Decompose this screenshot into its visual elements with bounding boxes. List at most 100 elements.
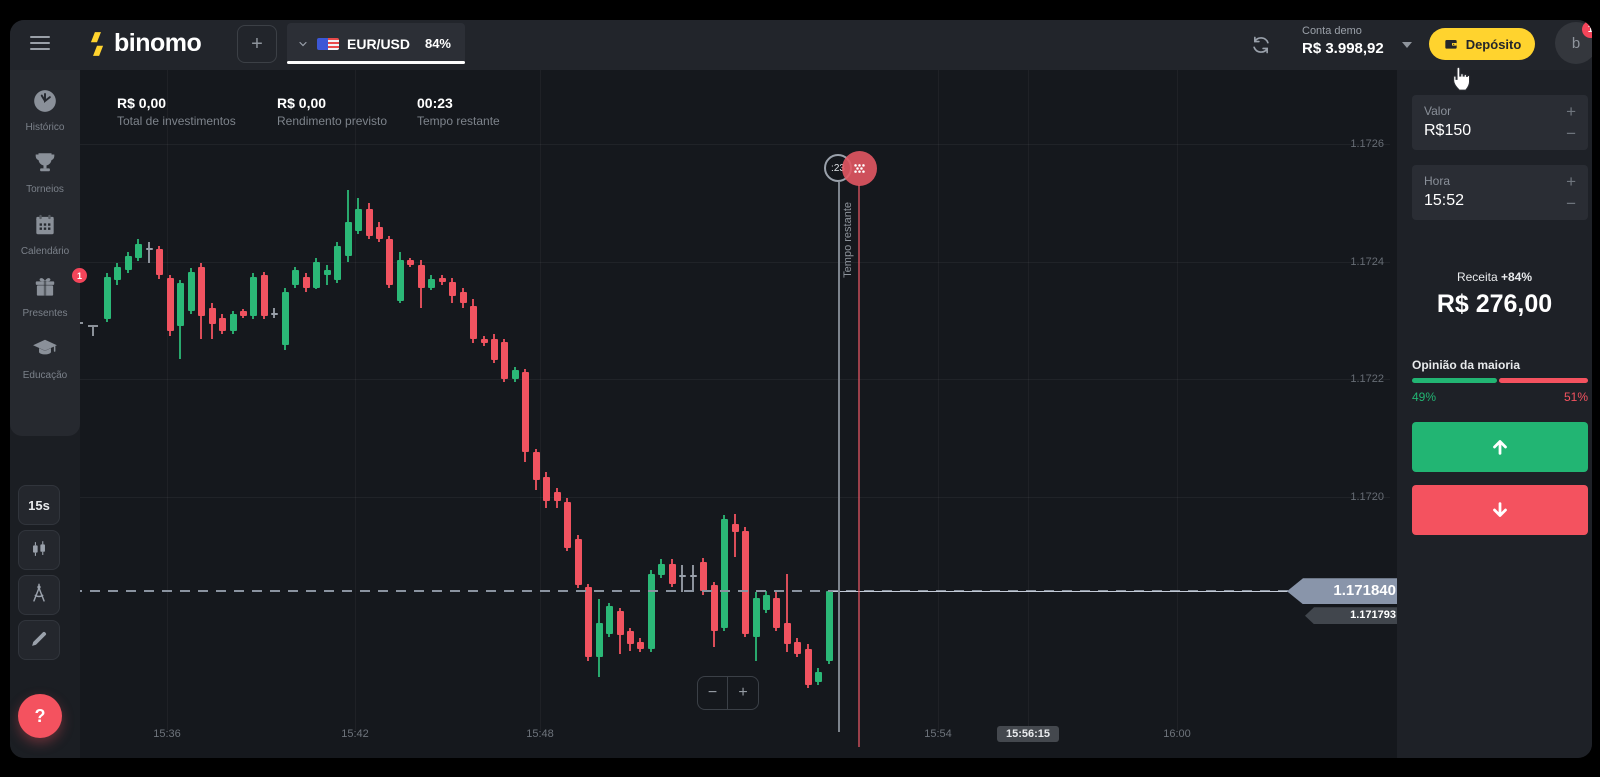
candle-body <box>710 585 718 632</box>
wallet-icon <box>1445 40 1457 49</box>
sidebar-item-presentes[interactable]: 1 Presentes <box>10 268 87 319</box>
time-decrease-button[interactable]: − <box>1566 194 1576 213</box>
h-gridline <box>72 497 1390 499</box>
candle-body <box>459 292 467 304</box>
candle-body <box>229 314 237 332</box>
candle-body <box>480 339 488 343</box>
left-sidebar: Histórico Torneios Calendário 1 Presentes Edu… <box>10 70 87 758</box>
candle-body <box>428 279 436 288</box>
sidebar-item-torneios[interactable]: Torneios <box>10 150 80 195</box>
candles-icon <box>28 538 50 563</box>
graduation-cap-icon <box>32 336 58 367</box>
time-remaining-vertical-label: Tempo restante <box>842 202 854 278</box>
timeframe-button[interactable]: 15s <box>18 485 60 525</box>
candle-body <box>239 311 247 316</box>
deposit-label: Depósito <box>1465 36 1522 52</box>
account-chevron-icon[interactable] <box>1402 42 1412 48</box>
menu-icon[interactable] <box>30 36 50 52</box>
gift-icon: 1 <box>32 268 87 305</box>
refresh-balance-icon[interactable] <box>1250 34 1272 56</box>
avatar-letter: b <box>1571 34 1581 52</box>
candle-body <box>532 452 540 481</box>
time-axis-label: 15:56:15 <box>997 726 1059 742</box>
candle-body <box>470 305 478 340</box>
asset-tab-eurusd[interactable]: EUR/USD 84% <box>287 23 465 64</box>
time-axis-label: 15:36 <box>153 728 181 740</box>
candle-body <box>407 259 415 265</box>
logo-text: binomo <box>114 29 202 57</box>
sidebar-nav: Histórico Torneios Calendário 1 Presentes Edu… <box>10 70 87 436</box>
amount-decrease-button[interactable]: − <box>1566 124 1576 143</box>
time-axis-label: 15:42 <box>341 728 369 740</box>
candle-body <box>700 561 708 591</box>
deposit-button[interactable]: Depósito <box>1429 28 1535 60</box>
arrow-down-icon <box>1493 502 1507 517</box>
candle-body <box>302 277 310 289</box>
sentiment-bar <box>1412 378 1588 383</box>
majority-opinion-title: Opinião da maioria <box>1412 358 1521 372</box>
sidebar-item-educacao[interactable]: Educação <box>10 336 80 381</box>
drawing-tools-button[interactable] <box>18 620 60 660</box>
candle-body <box>564 502 572 549</box>
zoom-in-button[interactable]: + <box>728 677 758 709</box>
sidebar-item-historico[interactable]: Histórico <box>10 88 80 133</box>
calendar-icon <box>32 212 58 243</box>
binomo-app-window: 1.1726 1.1724 1.1722 1.1720 15:36 15:42 15:48 1… <box>10 20 1592 758</box>
amount-field[interactable]: Valor R$150 + − <box>1412 95 1588 150</box>
chevron-down-icon <box>299 41 307 46</box>
time-remaining-value: 00:23 <box>417 95 453 111</box>
up-percent-label: 49% <box>1412 390 1437 404</box>
sentiment-down-segment <box>1499 378 1588 383</box>
expiry-time-value: 15:52 <box>1424 192 1465 209</box>
current-price-tag: 1.171840 <box>1287 578 1403 605</box>
candle-body <box>145 247 153 250</box>
time-axis-label: 15:54 <box>924 728 952 740</box>
zoom-out-button[interactable]: − <box>698 677 728 709</box>
help-button[interactable]: ? <box>18 694 62 738</box>
account-switcher[interactable]: Conta demo R$ 3.998,92 <box>1302 25 1384 57</box>
v-gridline <box>1028 70 1029 730</box>
candle-body <box>124 256 132 270</box>
total-investments: R$ 0,00 Total de investimentos <box>117 96 236 127</box>
put-down-button[interactable] <box>1412 485 1588 535</box>
candle-body <box>156 249 164 276</box>
candle-wick <box>785 574 788 652</box>
sidebar-item-calendario[interactable]: Calendário <box>10 212 80 257</box>
income-block: Receita +84% R$ 276,00 <box>1397 270 1592 319</box>
candle-body <box>606 605 614 634</box>
account-type-label: Conta demo <box>1302 25 1362 37</box>
total-investments-label: Total de investimentos <box>117 114 236 128</box>
v-gridline <box>355 70 356 730</box>
candle-body <box>511 369 519 380</box>
candle-body <box>365 208 373 237</box>
candle-body <box>616 610 624 636</box>
indicators-button[interactable] <box>18 575 60 615</box>
arrow-up-icon <box>1493 440 1507 455</box>
candle-body <box>375 226 383 240</box>
candle-body <box>449 282 457 296</box>
h-gridline <box>72 261 1390 263</box>
candle-body <box>501 341 509 380</box>
time-increase-button[interactable]: + <box>1566 172 1576 191</box>
amount-label: Valor <box>1424 104 1452 118</box>
income-value: R$ 276,00 <box>1436 290 1553 318</box>
add-asset-button[interactable]: + <box>237 25 277 63</box>
expiry-time-field[interactable]: Hora 15:52 + − <box>1412 165 1588 220</box>
gift-badge: 1 <box>72 268 87 283</box>
clipped-candle-mark <box>92 325 94 336</box>
amount-increase-button[interactable]: + <box>1566 102 1576 121</box>
candle-body <box>762 594 770 611</box>
candle-body <box>166 278 174 332</box>
expiry-time-label: Hora <box>1424 174 1451 188</box>
expiry-flag-icon <box>842 151 877 186</box>
sidebar-item-label: Torneios <box>26 184 64 195</box>
chart-type-button[interactable] <box>18 530 60 570</box>
candle-body <box>208 307 216 325</box>
h-gridline <box>72 144 1390 145</box>
candle-body <box>355 208 363 232</box>
candle-body <box>773 597 781 629</box>
asset-pair-label: EUR/USD <box>347 35 411 52</box>
current-price-line <box>832 591 1287 593</box>
call-up-button[interactable] <box>1412 422 1588 472</box>
candle-body <box>679 574 687 577</box>
